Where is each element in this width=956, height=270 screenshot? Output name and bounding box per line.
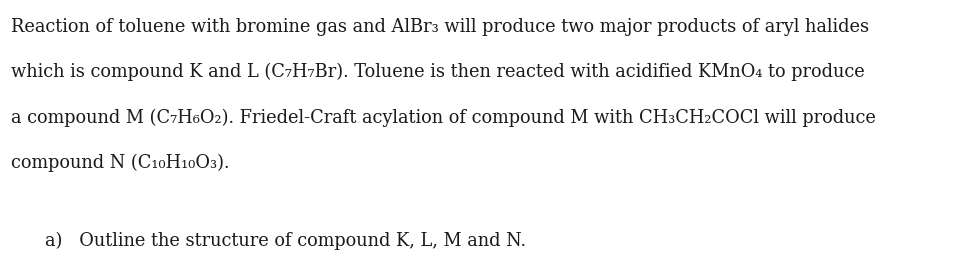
Text: Reaction of toluene with bromine gas and AlBr₃ will produce two major products o: Reaction of toluene with bromine gas and…: [11, 18, 870, 36]
Text: compound N (C₁₀H₁₀O₃).: compound N (C₁₀H₁₀O₃).: [11, 154, 230, 172]
Text: a compound M (C₇H₆O₂). Friedel-Craft acylation of compound M with CH₃CH₂COCl wil: a compound M (C₇H₆O₂). Friedel-Craft acy…: [11, 108, 877, 127]
Text: a)   Outline the structure of compound K, L, M and N.: a) Outline the structure of compound K, …: [45, 231, 526, 250]
Text: which is compound K and L (C₇H₇Br). Toluene is then reacted with acidified KMnO₄: which is compound K and L (C₇H₇Br). Tolu…: [11, 63, 865, 81]
